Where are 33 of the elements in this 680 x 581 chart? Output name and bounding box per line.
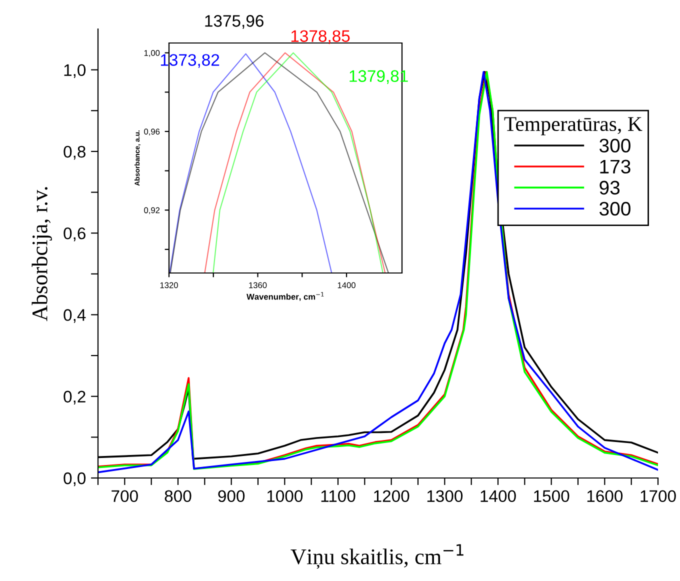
legend-label: 93: [600, 180, 620, 195]
y-tick-label: 1,00: [144, 50, 160, 57]
x-tick-label: 800: [164, 490, 192, 502]
y-tick-label: 0,92: [144, 207, 160, 214]
legend-label: 173: [600, 160, 630, 174]
x-tick-label: 1500: [534, 490, 570, 502]
x-tick-label: 1400: [480, 490, 516, 502]
x-tick-label: 1200: [374, 490, 410, 502]
x-tick-label: 1600: [587, 490, 623, 502]
x-tick-label: 1100: [321, 490, 356, 502]
x-tick-label: 1320: [160, 282, 178, 288]
text: 1375,96: [205, 15, 264, 29]
x-tick-label: 1300: [427, 490, 463, 502]
y-tick-label: 0,96: [144, 128, 160, 136]
y-tick-label: 0,2: [64, 390, 86, 405]
x-tick-label: 700: [112, 490, 138, 502]
y-tick-label: 0,6: [64, 227, 86, 242]
y-tick-label: 0,8: [64, 146, 86, 160]
y-tick-label: 0,0: [64, 472, 86, 486]
annotation: 1378,85: [291, 30, 350, 44]
legend-title: Temperatūras, K: [504, 117, 642, 136]
x-tick-label: 1700: [640, 490, 676, 502]
y-axis-title: Absorbcija, r.v.: [32, 187, 52, 322]
x-axis-title: Viņu skaitlis, cm$^{−1}$: [290, 544, 464, 569]
y-tick-label: 0,4: [64, 309, 86, 323]
legend-label: 300: [600, 202, 630, 216]
x-tick-label: 1400: [338, 282, 356, 288]
x-axis-title: Wavenumber, cm$^{−1}$: [246, 292, 324, 301]
x-tick-label: 900: [218, 490, 245, 502]
legend-label: 300: [600, 138, 630, 152]
x-tick-label: 1360: [249, 282, 267, 288]
y-tick-label: 1,0: [64, 64, 86, 78]
x-tick-label: 1000: [267, 490, 303, 502]
